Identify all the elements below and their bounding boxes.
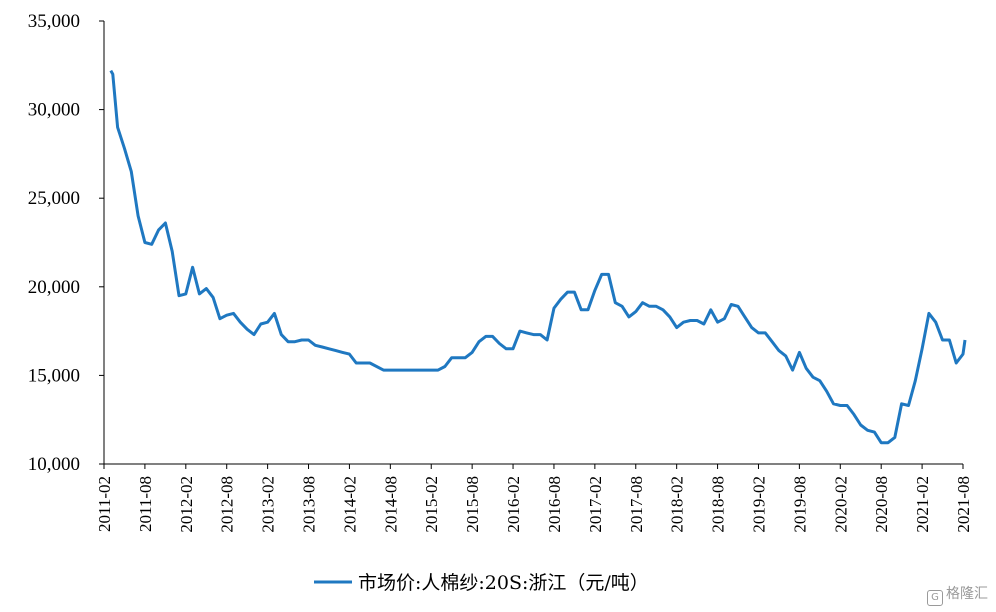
x-tick-label: 2014-02 — [340, 476, 359, 533]
x-tick-label: 2011-08 — [136, 476, 155, 532]
gelonghui-logo-icon: G — [927, 590, 943, 606]
y-tick-label: 30,000 — [28, 100, 80, 121]
x-tick-label: 2011-02 — [95, 476, 114, 532]
x-tick-label: 2013-08 — [300, 476, 319, 533]
watermark-text: 格隆汇 — [946, 586, 988, 602]
x-tick-label: 2017-02 — [586, 476, 605, 533]
x-tick-label: 2020-08 — [872, 476, 891, 533]
y-axis: 10,000 15,000 20,000 25,000 30,000 35,000 — [28, 11, 105, 475]
x-tick-label: 2018-02 — [668, 476, 687, 533]
x-axis: 2011-02 2011-08 2012-02 2012-08 2013-02 2013-… — [95, 463, 973, 533]
x-tick-label: 2013-02 — [259, 476, 278, 533]
x-tick-label: 2018-08 — [709, 476, 728, 533]
x-tick-label: 2019-02 — [749, 476, 768, 533]
y-tick-label: 10,000 — [28, 454, 80, 475]
legend: 市场价:人棉纱:20S:浙江（元/吨） — [314, 572, 649, 594]
x-tick-label: 2014-08 — [381, 476, 400, 533]
x-tick-label: 2012-02 — [177, 476, 196, 533]
series-line — [109, 69, 967, 445]
legend-label: 市场价:人棉纱:20S:浙江（元/吨） — [358, 572, 649, 594]
y-tick-label: 25,000 — [28, 188, 80, 209]
y-tick-label: 20,000 — [28, 277, 80, 298]
x-tick-label: 2015-02 — [422, 476, 441, 533]
x-tick-label: 2019-08 — [790, 476, 809, 533]
x-tick-label: 2015-08 — [463, 476, 482, 533]
x-tick-label: 2012-08 — [218, 476, 237, 533]
x-tick-label: 2020-02 — [831, 476, 850, 533]
x-tick-label: 2017-08 — [627, 476, 646, 533]
y-tick-label: 15,000 — [28, 365, 80, 386]
x-tick-label: 2016-08 — [545, 476, 564, 533]
y-tick-label: 35,000 — [28, 11, 80, 32]
x-tick-label: 2021-02 — [913, 476, 932, 533]
x-tick-label: 2016-02 — [504, 476, 523, 533]
watermark: G 格隆汇 — [927, 583, 988, 606]
x-tick-label: 2021-08 — [954, 476, 973, 533]
